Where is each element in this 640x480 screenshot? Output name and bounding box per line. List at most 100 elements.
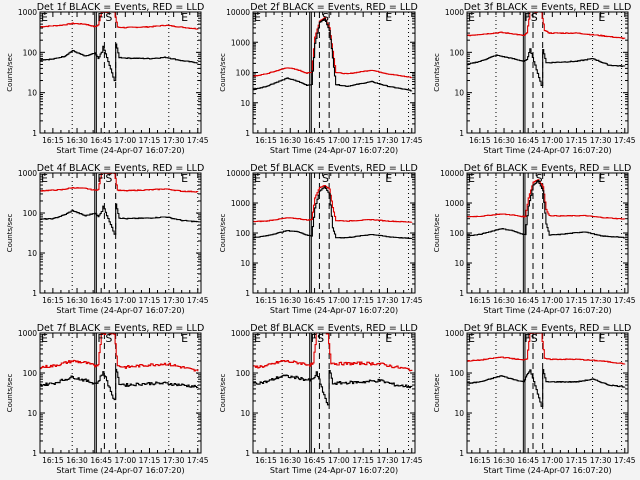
x-tick-label: 16:15 [469,456,491,465]
chart-panel-det-9f: Det 9f BLACK = Events, RED = LLD Counts/s… [433,323,636,475]
plot-frame [466,172,629,294]
y-axis-label: Counts/sec [433,374,441,413]
x-tick-label: 17:15 [352,456,374,465]
x-tick-label: 17:15 [352,136,374,145]
plot-frame [466,11,629,134]
phase-marker-f: F [524,11,530,24]
x-tick-label: 17:30 [163,456,185,465]
x-tick-label: 16:45 [517,296,539,305]
x-tick-label: 17:00 [115,456,137,465]
x-tick-label: 16:30 [493,456,515,465]
x-tick-label: 17:45 [187,456,209,465]
x-tick-label: 17:45 [401,456,423,465]
x-tick-label: 16:30 [493,136,515,145]
phase-marker-s: S [105,11,112,24]
x-axis-label: Start Time (24-Apr-07 16:07:20) [483,146,611,155]
y-axis-label: Counts/sec [219,374,227,413]
y-axis-label: Counts/sec [219,214,227,253]
series-lld-line [40,172,199,193]
y-tick-label: 1000 [445,8,464,17]
x-tick-label: 17:30 [590,296,612,305]
phase-marker-e: E [41,172,48,185]
x-tick-label: 17:00 [328,296,350,305]
series-events-line [253,18,413,92]
x-tick-label: 17:30 [377,136,399,145]
x-axis-label: Start Time (24-Apr-07 16:07:20) [270,466,398,475]
y-tick-label: 1000 [445,199,464,208]
phase-marker-e: E [181,332,188,345]
y-tick-label: 10 [240,409,250,418]
x-tick-label: 17:45 [614,456,636,465]
plot-frame [252,332,416,454]
plot-frame [252,172,416,294]
x-tick-label: 17:30 [590,456,612,465]
y-tick-label: 100 [23,48,38,57]
y-tick-label: 1 [245,289,250,298]
chart-panel-det-4f: Det 4f BLACK = Events, RED = LLD Counts/s… [6,163,209,315]
x-tick-label: 17:00 [115,296,137,305]
x-tick-label: 16:30 [66,456,88,465]
series-events-line [467,48,626,86]
chart-title: Det 8f BLACK = Events, RED = LLD [250,323,418,334]
x-axis-label: Start Time (24-Apr-07 16:07:20) [270,306,398,315]
phase-marker-e: E [181,11,188,24]
y-tick-label: 100 [23,369,38,378]
x-tick-label: 17:45 [187,136,209,145]
phase-marker-e: E [598,11,605,24]
phase-marker-s: S [531,332,538,345]
y-tick-label: 10 [27,409,37,418]
chart-panel-det-8f: Det 8f BLACK = Events, RED = LLD Counts/s… [219,323,423,475]
y-tick-label: 1 [32,289,37,298]
phase-marker-e: E [41,332,48,345]
chart-title: Det 9f BLACK = Events, RED = LLD [464,323,632,334]
x-tick-label: 17:30 [377,456,399,465]
series-events-line [253,369,413,406]
x-tick-label: 17:30 [163,136,185,145]
y-tick-label: 1 [32,129,37,138]
x-tick-label: 16:15 [42,456,64,465]
phase-marker-e: E [468,172,475,185]
y-tick-label: 100 [236,229,251,238]
phase-marker-e: E [468,11,475,24]
x-axis-label: Start Time (24-Apr-07 16:07:20) [56,146,184,155]
x-tick-label: 17:15 [352,296,374,305]
x-tick-label: 17:15 [566,296,588,305]
chart-title: Det 2f BLACK = Events, RED = LLD [250,2,418,13]
x-tick-label: 17:00 [115,136,137,145]
y-tick-label: 10 [240,99,250,108]
y-tick-label: 1 [32,449,37,458]
chart-panel-det-1f: Det 1f BLACK = Events, RED = LLD Counts/s… [6,2,209,155]
chart-panel-det-2f: Det 2f BLACK = Events, RED = LLD Counts/s… [219,2,423,155]
chart-panel-det-6f: Det 6f BLACK = Events, RED = LLD Counts/s… [433,163,636,315]
plot-frame [252,11,416,134]
series-lld-line [467,332,626,365]
y-tick-label: 10 [454,89,464,98]
x-tick-label: 16:30 [66,136,88,145]
series-lld-line [253,185,413,223]
chart-title: Det 3f BLACK = Events, RED = LLD [464,2,632,13]
x-tick-label: 16:15 [42,296,64,305]
plot-frame [466,332,629,454]
y-axis-label: Counts/sec [219,53,227,92]
x-tick-label: 17:45 [614,136,636,145]
chart-panel-det-5f: Det 5f BLACK = Events, RED = LLD Counts/s… [219,163,423,315]
x-tick-label: 17:30 [377,296,399,305]
y-axis-label: Counts/sec [433,53,441,92]
y-tick-label: 10 [27,249,37,258]
y-tick-label: 100 [450,369,465,378]
y-tick-label: 100 [450,48,465,57]
x-tick-label: 16:45 [517,136,539,145]
x-tick-label: 16:30 [279,296,301,305]
phase-marker-e: E [385,172,392,185]
phase-marker-e: E [385,11,392,24]
x-axis-label: Start Time (24-Apr-07 16:07:20) [56,306,184,315]
x-tick-label: 17:15 [566,456,588,465]
y-tick-label: 10000 [440,169,464,178]
series-lld-line [253,332,413,372]
x-tick-label: 16:15 [255,136,277,145]
y-tick-label: 1 [245,129,250,138]
x-tick-label: 17:00 [542,296,564,305]
series-lld-line [253,17,412,79]
x-tick-label: 17:15 [139,136,161,145]
y-tick-label: 1 [459,129,464,138]
